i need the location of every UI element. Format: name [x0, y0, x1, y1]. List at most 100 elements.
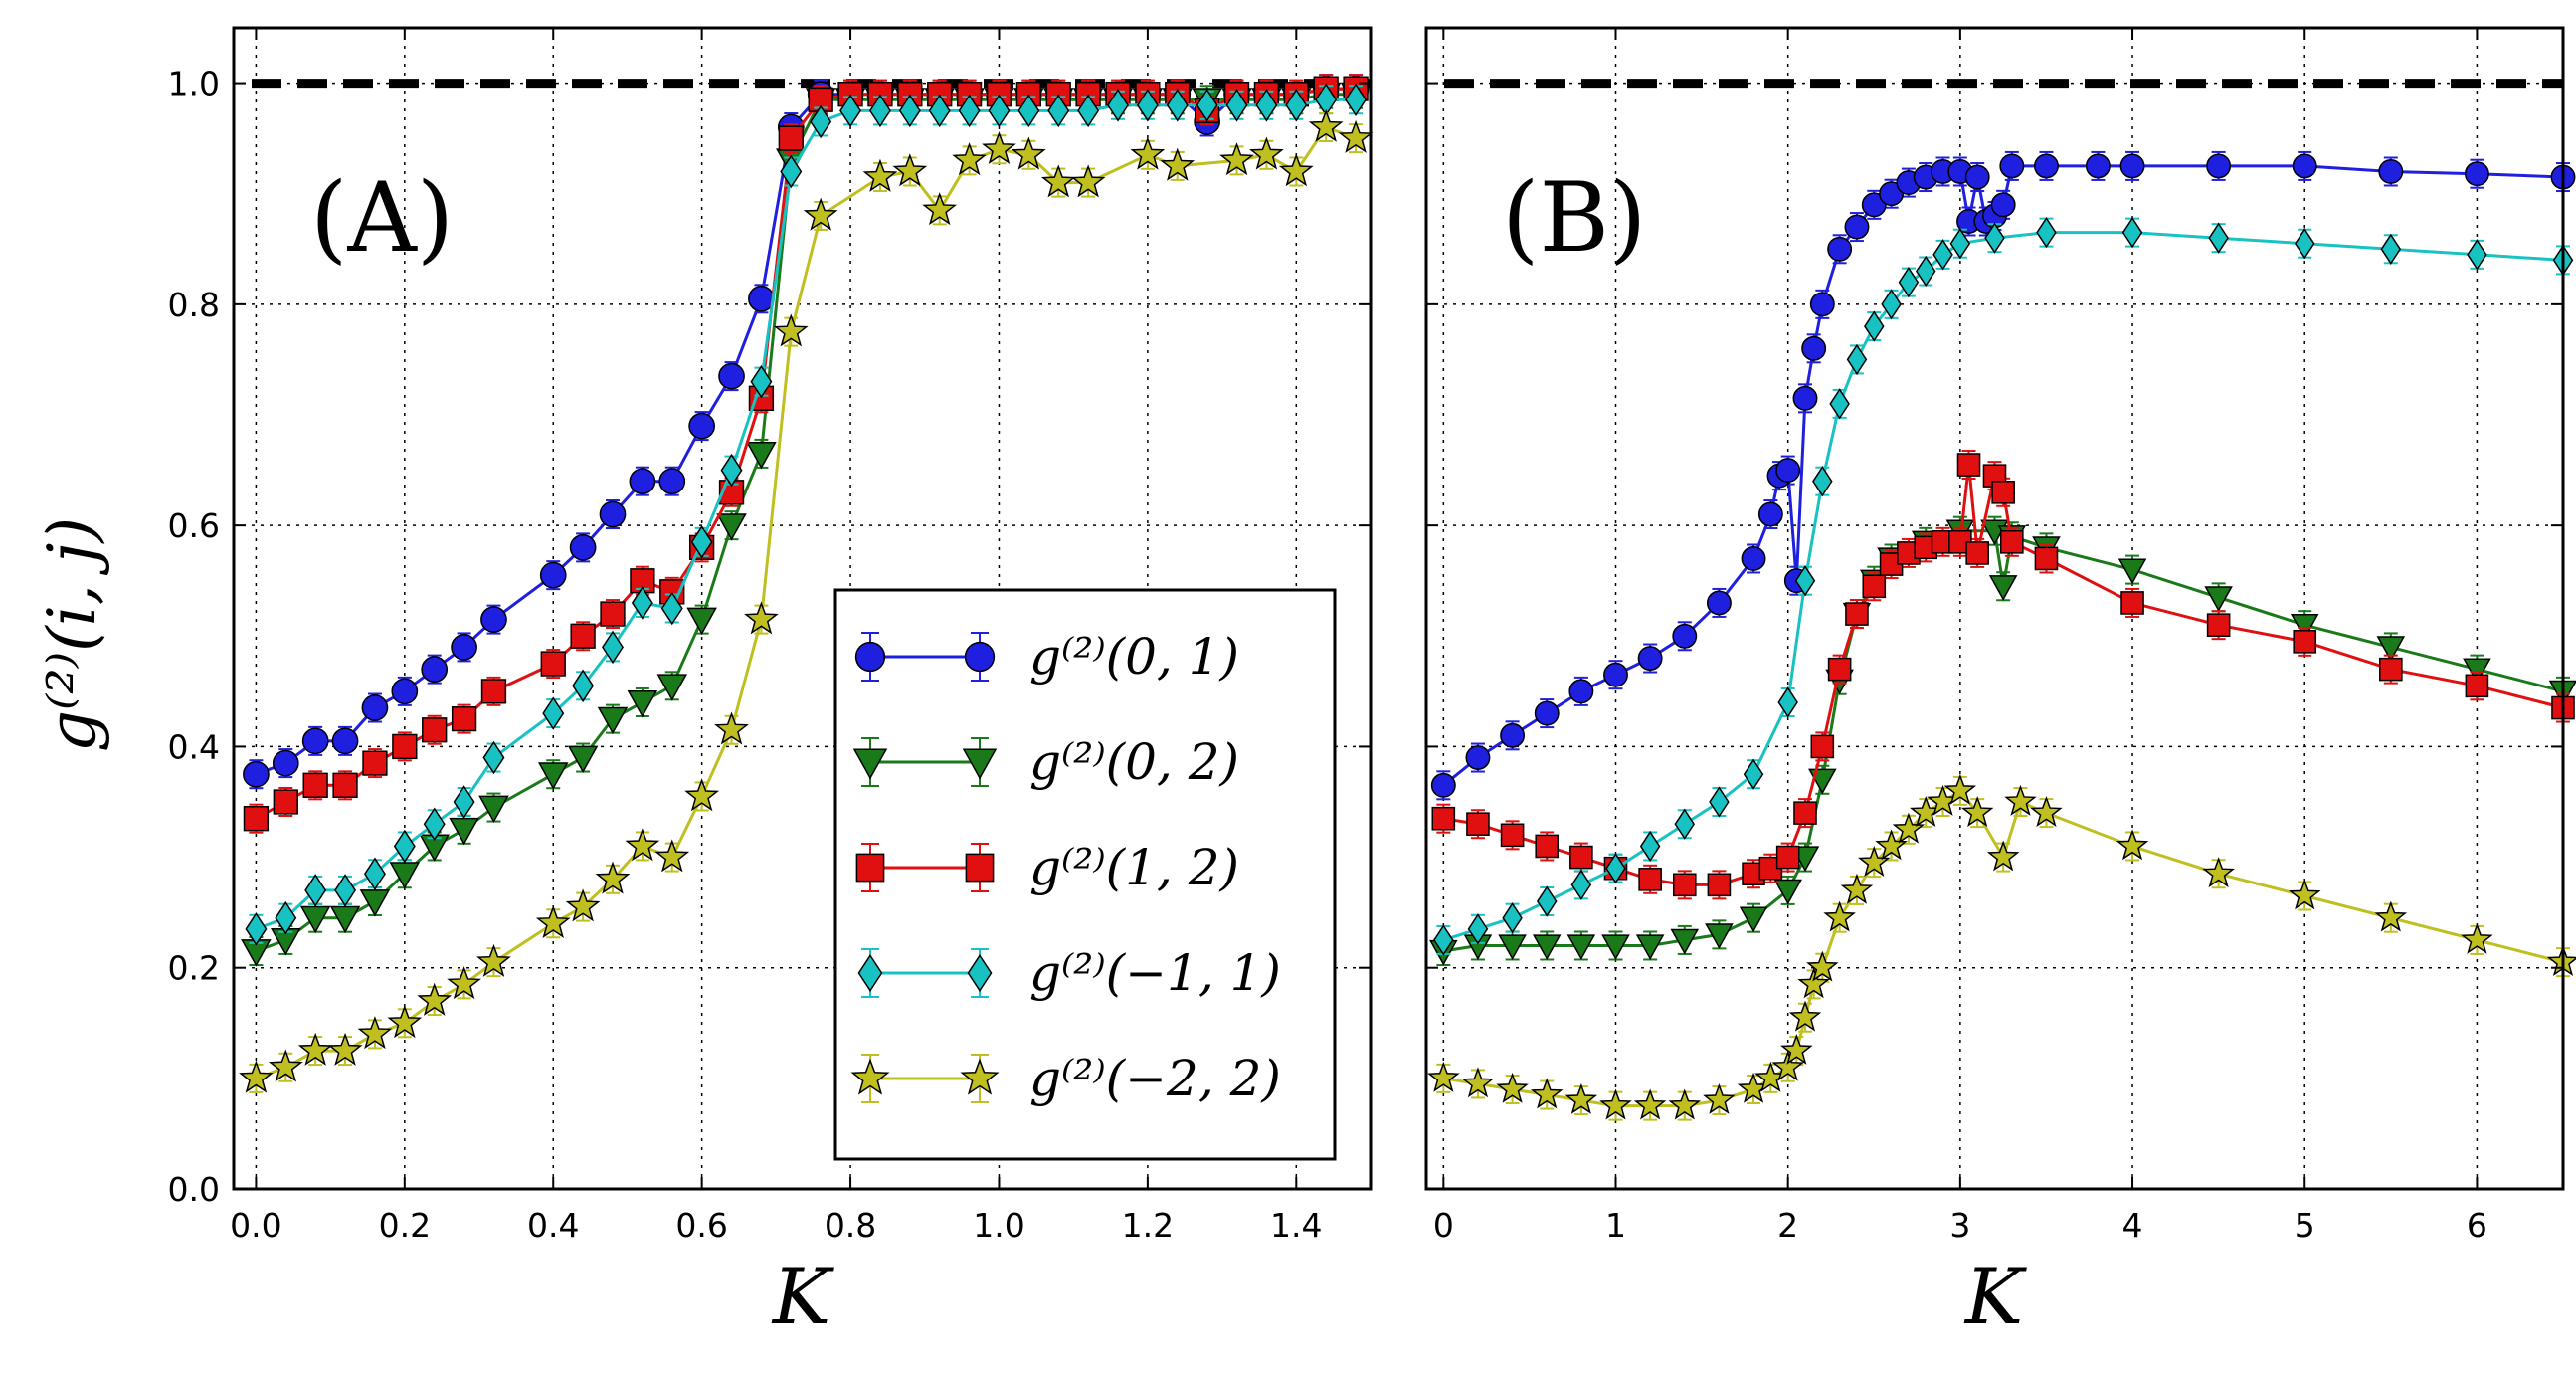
data-point	[1892, 812, 1926, 844]
data-point	[2204, 586, 2233, 612]
data-point	[451, 705, 477, 732]
data-point	[1502, 902, 1523, 934]
data-point	[1077, 94, 1100, 128]
data-point	[2120, 591, 2144, 615]
data-point	[2465, 674, 2489, 698]
panel-a-frame	[232, 26, 1373, 1191]
data-point	[243, 806, 270, 832]
data-point	[535, 904, 571, 939]
data-point	[1566, 934, 1596, 961]
y-tick-label: 0.6	[168, 506, 220, 545]
legend-box	[833, 588, 1337, 1161]
data-point	[714, 711, 749, 745]
legend-marker	[854, 641, 886, 673]
data-point	[1040, 164, 1076, 198]
data-point	[1433, 924, 1454, 956]
data-point	[1532, 934, 1562, 961]
data-point	[1530, 1078, 1564, 1109]
data-point	[2202, 857, 2235, 888]
data-point	[1986, 840, 2020, 872]
legend-marker	[960, 1058, 1000, 1095]
panel-a: 0.0 0.2 0.4 0.6 0.8 1.0 1.2 1.4 0.0 0.2 0.4 0.6 0.8 1…	[168, 26, 1374, 1342]
data-point	[656, 674, 688, 701]
data-point	[1915, 255, 1936, 288]
data-point	[2036, 216, 2057, 249]
data-point	[572, 669, 595, 703]
legend-label: g⁽²⁾(0, 1)	[1029, 628, 1239, 686]
data-point	[1603, 662, 1628, 687]
data-point	[1845, 602, 1869, 626]
data-point	[1498, 934, 1527, 961]
x-tick-label: 1.2	[1122, 1206, 1174, 1245]
panel-a-ticks: 0.0 0.2 0.4 0.6 0.8 1.0 1.2 1.4 0.0 0.2 0.4 0.6 0.8 1…	[168, 28, 1371, 1245]
data-point	[2461, 922, 2493, 954]
data-point	[1534, 700, 1560, 726]
data-point	[684, 778, 720, 812]
series-4	[239, 108, 1374, 1093]
data-point	[2116, 829, 2149, 861]
data-point	[2467, 239, 2487, 271]
data-point	[1741, 546, 1766, 571]
legend-marker	[855, 853, 885, 883]
data-point	[1775, 458, 1801, 484]
y-tick-label: 0.8	[168, 286, 220, 324]
data-point	[301, 727, 329, 755]
data-point	[898, 94, 921, 128]
data-point	[478, 795, 509, 824]
legend-item: g⁽²⁾(0, 1)	[854, 628, 1239, 686]
data-point	[1829, 388, 1850, 420]
data-point	[1569, 845, 1593, 870]
data-point	[1964, 164, 1990, 190]
legend-marker	[852, 748, 888, 780]
data-point	[839, 94, 862, 128]
data-point	[1107, 89, 1129, 122]
series-line	[1443, 788, 2564, 1108]
data-point	[627, 690, 658, 718]
data-point	[480, 679, 507, 704]
data-point	[1536, 885, 1558, 917]
data-point	[1431, 806, 1456, 831]
data-point	[2117, 558, 2147, 585]
data-point	[1070, 164, 1106, 198]
data-point	[1810, 734, 1835, 759]
legend-marker	[857, 954, 883, 992]
data-point	[1255, 89, 1278, 122]
data-point	[744, 601, 779, 635]
series-0	[1430, 150, 2576, 801]
legend-label: g⁽²⁾(−1, 1)	[1029, 944, 1281, 1002]
data-point	[892, 153, 928, 187]
data-point	[304, 874, 327, 907]
data-point	[1780, 1033, 1813, 1065]
data-point	[2034, 153, 2059, 179]
data-point	[391, 678, 419, 705]
data-point	[1345, 83, 1368, 117]
data-point	[1881, 289, 1902, 320]
data-point	[422, 717, 448, 743]
data-point	[1568, 679, 1594, 704]
data-point	[597, 706, 629, 735]
data-point	[1706, 590, 1732, 616]
data-point	[1846, 343, 1868, 376]
data-point	[810, 104, 832, 139]
data-point	[1672, 873, 1697, 897]
y-tick-label: 1.0	[168, 65, 220, 103]
data-point	[359, 889, 391, 917]
data-point	[1827, 236, 1853, 262]
data-point	[2292, 153, 2317, 179]
data-point	[720, 453, 743, 488]
data-point	[331, 727, 359, 755]
data-point	[660, 591, 683, 626]
data-point	[1278, 153, 1314, 187]
data-point	[480, 606, 507, 633]
data-point	[565, 888, 601, 922]
x-tick-label: 1.4	[1270, 1206, 1322, 1245]
panel-b-x-axis-label: K	[1963, 1253, 2028, 1342]
data-point	[1466, 812, 1490, 837]
data-point	[569, 534, 597, 561]
data-point	[245, 912, 268, 946]
data-point	[392, 733, 418, 760]
data-point	[2119, 153, 2145, 179]
data-point	[2464, 161, 2489, 187]
data-point	[1225, 89, 1248, 122]
data-point	[1599, 1088, 1632, 1120]
